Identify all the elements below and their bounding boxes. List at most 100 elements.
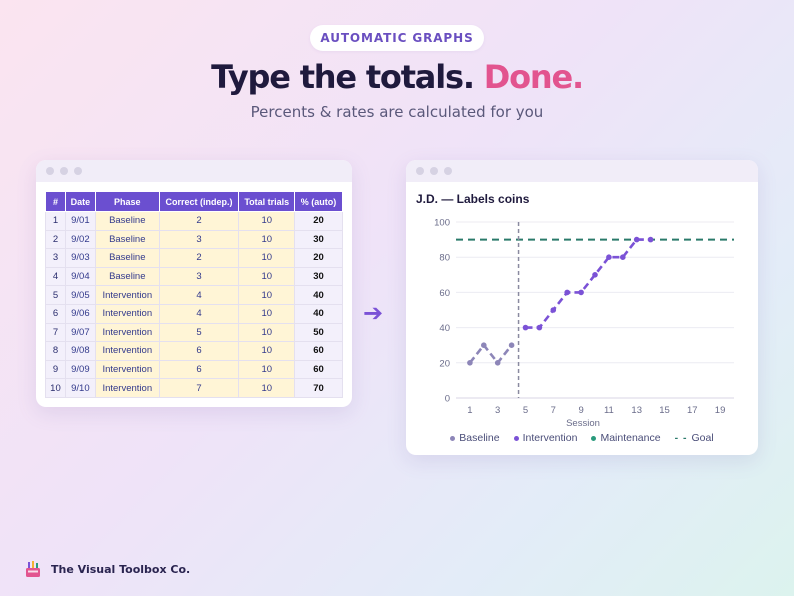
correct-cell[interactable]: 6 [158,359,240,380]
column-header-number[interactable]: # [45,191,66,212]
correct-cell[interactable]: 4 [158,303,240,324]
date-cell[interactable]: 9/10 [64,378,96,398]
row-number-cell[interactable]: 5 [45,285,66,305]
table-row: 3 9/03 Baseline 2 10 20 [45,248,343,268]
table-header-row: # Date Phase Correct (indep.) Total tria… [45,191,343,212]
total-trials-cell[interactable]: 10 [238,248,296,268]
total-trials-cell[interactable]: 10 [238,341,296,361]
correct-cell[interactable]: 7 [158,378,240,398]
phase-cell[interactable]: Baseline [94,211,160,231]
total-trials-cell[interactable]: 10 [238,266,296,287]
correct-cell[interactable]: 2 [158,211,240,231]
legend-item-goal[interactable]: - - Goal [675,432,714,444]
row-number-cell[interactable]: 7 [45,322,66,343]
total-trials-cell[interactable]: 10 [238,359,296,380]
x-tick-label: 19 [715,405,726,416]
column-header-total-trials[interactable]: Total trials [238,191,296,212]
window-titlebar [36,160,352,182]
date-cell[interactable]: 9/05 [64,285,96,305]
row-number-cell[interactable]: 2 [45,229,66,250]
phase-cell[interactable]: Intervention [94,341,160,361]
percent-cell: 20 [294,248,343,268]
window-dot-icon [444,167,452,175]
total-trials-cell[interactable]: 10 [238,322,296,343]
data-point-intervention[interactable] [536,324,543,331]
correct-cell[interactable]: 2 [158,248,240,268]
goal-dash-icon: - - [674,432,688,444]
x-tick-label: 13 [631,405,642,416]
date-cell[interactable]: 9/06 [64,303,96,324]
data-point-intervention[interactable] [620,254,626,260]
x-tick-label: 5 [523,405,528,416]
data-point-intervention[interactable] [633,236,640,243]
percent-cell: 20 [294,211,343,231]
data-point-intervention[interactable] [564,289,570,296]
row-number-cell[interactable]: 1 [45,211,66,231]
data-point-intervention[interactable] [592,272,598,278]
data-point-baseline[interactable] [494,360,501,366]
baseline-dot-icon [450,435,456,441]
date-cell[interactable]: 9/01 [64,211,96,231]
column-header-phase[interactable]: Phase [94,191,160,212]
total-trials-cell[interactable]: 10 [238,285,296,305]
row-number-cell[interactable]: 4 [45,266,66,287]
data-point-baseline[interactable] [481,342,487,348]
data-point-baseline[interactable] [467,360,473,366]
headline-accent: Done. [483,58,584,96]
legend-item-intervention[interactable]: Intervention [513,432,577,444]
date-cell[interactable]: 9/09 [64,359,96,380]
date-cell[interactable]: 9/07 [64,322,96,343]
data-point-intervention[interactable] [606,254,612,260]
column-header-correct[interactable]: Correct (indep.) [158,191,240,212]
correct-cell[interactable]: 6 [158,341,240,361]
total-trials-cell[interactable]: 10 [238,229,296,250]
table-row: 2 9/02 Baseline 3 10 30 [45,229,343,250]
phase-cell[interactable]: Intervention [94,285,160,305]
data-point-intervention[interactable] [647,236,654,243]
data-point-intervention[interactable] [550,307,557,313]
total-trials-cell[interactable]: 10 [238,378,296,398]
row-number-cell[interactable]: 9 [45,359,66,380]
phase-cell[interactable]: Baseline [94,266,160,287]
correct-cell[interactable]: 3 [158,266,240,287]
intervention-dot-icon [513,435,519,441]
row-number-cell[interactable]: 8 [45,341,66,361]
date-cell[interactable]: 9/03 [64,248,96,268]
table-row: 9 9/09 Intervention 6 10 60 [45,359,343,380]
date-cell[interactable]: 9/04 [64,266,96,287]
phase-cell[interactable]: Intervention [94,378,160,398]
phase-cell[interactable]: Baseline [94,248,160,268]
x-tick-label: 9 [578,405,583,416]
column-header-date[interactable]: Date [64,191,96,212]
maintenance-dot-icon [591,435,597,441]
date-cell[interactable]: 9/08 [64,341,96,361]
row-number-cell[interactable]: 6 [45,303,66,324]
row-number-cell[interactable]: 10 [45,378,66,398]
column-header-percent[interactable]: % (auto) [294,191,343,212]
x-tick-label: 3 [495,405,500,416]
legend-item-maintenance[interactable]: Maintenance [591,432,661,444]
window-dot-icon [46,167,54,175]
total-trials-cell[interactable]: 10 [238,303,296,324]
data-point-intervention[interactable] [578,289,584,296]
data-point-baseline[interactable] [508,342,515,348]
correct-cell[interactable]: 5 [158,322,240,343]
phase-cell[interactable]: Intervention [94,322,160,343]
data-point-intervention[interactable] [522,324,529,331]
phase-cell[interactable]: Baseline [94,229,160,250]
total-trials-cell[interactable]: 10 [238,211,296,231]
window-dot-icon [416,167,424,175]
date-cell[interactable]: 9/02 [64,229,96,250]
correct-cell[interactable]: 3 [158,229,240,250]
phase-cell[interactable]: Intervention [94,303,160,324]
legend-label: Baseline [459,432,500,444]
window-titlebar [406,160,758,182]
legend-item-baseline[interactable]: Baseline [450,432,500,444]
y-tick-label: 0 [445,394,450,405]
correct-cell[interactable]: 4 [158,285,240,305]
phase-cell[interactable]: Intervention [94,359,160,380]
table-row: 5 9/05 Intervention 4 10 40 [45,285,343,305]
percent-cell: 60 [294,359,343,380]
row-number-cell[interactable]: 3 [45,248,66,268]
x-tick-label: 7 [551,405,556,416]
